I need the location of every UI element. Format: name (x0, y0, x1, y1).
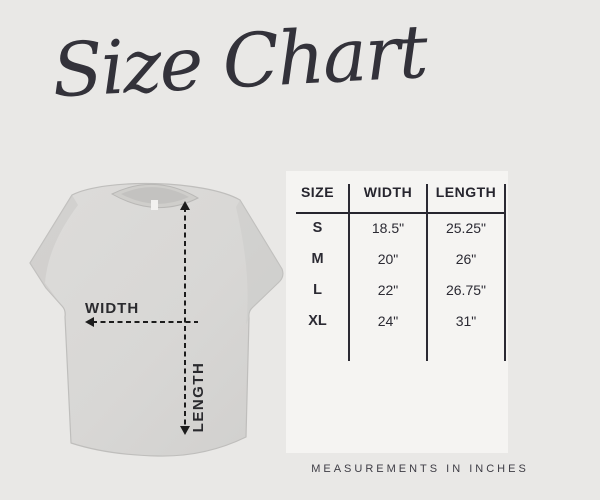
table-cell-size: M (311, 250, 324, 267)
tshirt-image (29, 182, 284, 457)
width-label: WIDTH (85, 300, 139, 317)
table-cell-length: 31" (455, 312, 477, 329)
collar-inner (121, 187, 189, 204)
column-divider-1 (348, 184, 350, 361)
table-cell-size: L (313, 281, 322, 298)
table-cell-length: 25.25" (445, 219, 486, 236)
length-label: LENGTH (190, 362, 207, 433)
table-cell-width: 20" (377, 250, 399, 267)
table-cell-width: 18.5" (371, 219, 405, 236)
table-cell-width: 24" (377, 312, 399, 329)
length-arrowhead-up (180, 201, 190, 210)
size-table: SIZE WIDTH LENGTH S 18.5" 25.25" M 20" 2… (286, 171, 505, 336)
size-table-panel: SIZE WIDTH LENGTH S 18.5" 25.25" M 20" 2… (286, 171, 508, 453)
sleeve-shadow-right (236, 200, 283, 325)
length-arrowhead-down (180, 426, 190, 435)
col-header-size: SIZE (300, 183, 335, 200)
col-header-length: LENGTH (435, 183, 497, 200)
tshirt-diagram: WIDTH LENGTH (29, 182, 284, 457)
column-divider-2 (426, 184, 428, 361)
col-header-width: WIDTH (363, 183, 413, 200)
page-title: Size Chart (50, 8, 429, 115)
header-divider-line (296, 212, 505, 214)
measurements-footnote: MEASUREMENTS IN INCHES (311, 463, 529, 475)
table-cell-length: 26" (455, 250, 477, 267)
column-divider-3 (504, 184, 506, 361)
collar-tag (151, 200, 158, 210)
table-cell-length: 26.75" (445, 281, 486, 298)
table-cell-width: 22" (377, 281, 399, 298)
table-cell-size: XL (308, 312, 327, 329)
sleeve-shadow-left (30, 195, 78, 306)
table-cell-size: S (312, 219, 323, 236)
width-arrowhead-left (85, 317, 94, 327)
